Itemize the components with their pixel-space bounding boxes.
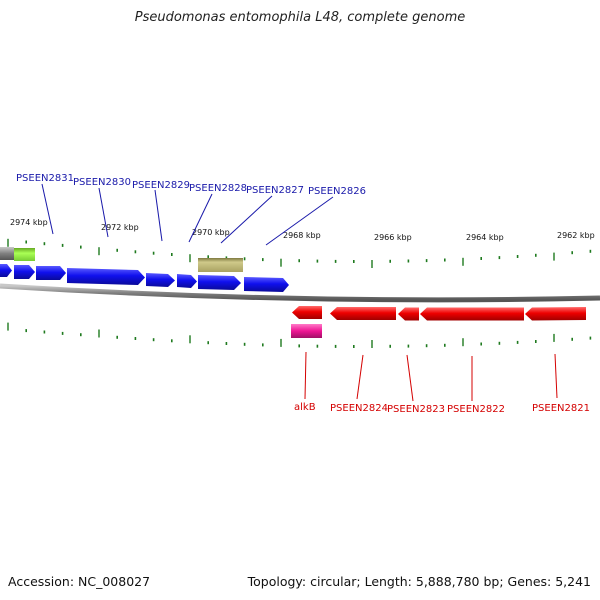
tick-label-2966: 2966 kbp xyxy=(374,233,412,242)
gene-label[interactable]: PSEEN2831 xyxy=(16,173,74,184)
tick-label-2972: 2972 kbp xyxy=(101,223,139,232)
gene-arrow-forward[interactable] xyxy=(0,264,12,277)
gene-arrow-forward[interactable] xyxy=(198,275,241,290)
map-title: Pseudomonas entomophila L48, complete ge… xyxy=(134,10,466,25)
gene-arrow-forward[interactable] xyxy=(14,265,35,279)
gene-label[interactable]: PSEEN2829 xyxy=(132,180,190,191)
accession-text: Accession: NC_008027 xyxy=(8,574,151,589)
gene-label[interactable]: PSEEN2830 xyxy=(73,177,131,188)
gene-label[interactable]: PSEEN2824 xyxy=(330,403,388,414)
gene-label[interactable]: PSEEN2827 xyxy=(246,185,304,196)
tick-label-2962: 2962 kbp xyxy=(557,231,595,240)
gene-arrow-forward[interactable] xyxy=(67,268,145,285)
tick-label-2970: 2970 kbp xyxy=(192,228,230,237)
gene-arrow-forward[interactable] xyxy=(244,277,289,292)
gene-arrow-reverse[interactable] xyxy=(398,307,419,321)
tick-label-2968: 2968 kbp xyxy=(283,231,321,240)
genome-summary-text: Topology: circular; Length: 5,888,780 bp… xyxy=(247,574,591,589)
lower-scale-ticks xyxy=(7,322,592,348)
forward-label-leaders xyxy=(41,183,334,246)
gene-label[interactable]: PSEEN2826 xyxy=(308,186,366,197)
scale-labels: 2974 kbp 2972 kbp 2970 kbp 2968 kbp 2966… xyxy=(10,218,595,242)
forward-gene-labels: PSEEN2831 PSEEN2830 PSEEN2829 PSEEN2828 … xyxy=(16,173,366,197)
gene-arrow-reverse[interactable] xyxy=(525,307,586,321)
gene-arrow-reverse[interactable] xyxy=(292,306,322,319)
gene-arrow-forward[interactable] xyxy=(36,266,66,280)
tick-label-2964: 2964 kbp xyxy=(466,233,504,242)
feature-green-block xyxy=(14,248,35,261)
reverse-label-leaders xyxy=(304,351,558,402)
gene-label[interactable]: PSEEN2821 xyxy=(532,403,590,414)
reverse-gene-labels: alkB PSEEN2824 PSEEN2823 PSEEN2822 PSEEN… xyxy=(294,402,590,415)
gene-arrow-forward[interactable] xyxy=(177,274,197,288)
gene-label[interactable]: PSEEN2828 xyxy=(189,183,247,194)
feature-khaki-block xyxy=(198,258,243,272)
gene-label[interactable]: PSEEN2822 xyxy=(447,404,505,415)
gene-label[interactable]: alkB xyxy=(294,402,316,413)
forward-strand-genes xyxy=(0,264,289,292)
tick-label-2974: 2974 kbp xyxy=(10,218,48,227)
gene-label[interactable]: PSEEN2823 xyxy=(387,404,445,415)
gene-arrow-reverse[interactable] xyxy=(330,307,396,320)
feature-gray-block xyxy=(0,247,14,260)
upper-scale-ticks xyxy=(7,238,592,268)
feature-magenta-block xyxy=(291,324,322,338)
gene-arrow-reverse[interactable] xyxy=(420,307,524,321)
gene-arrow-forward[interactable] xyxy=(146,273,175,287)
reverse-strand-genes xyxy=(292,306,586,321)
genome-backbone xyxy=(0,283,600,303)
